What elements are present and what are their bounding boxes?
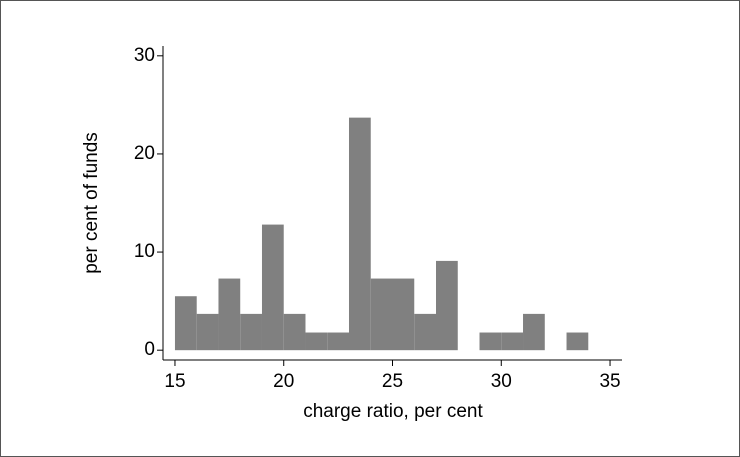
bar — [392, 278, 415, 351]
x-tick-label: 15 — [164, 371, 185, 392]
bar — [196, 313, 219, 351]
bar — [501, 332, 524, 351]
bar — [370, 278, 393, 351]
x-tick-label: 35 — [599, 371, 620, 392]
bar — [327, 332, 349, 351]
bar — [523, 313, 545, 351]
x-tick-label: 30 — [491, 371, 512, 392]
x-tick-label: 25 — [382, 371, 403, 392]
y-axis-label: per cent of funds — [81, 132, 102, 274]
y-tick-label: 0 — [144, 339, 155, 360]
bar — [305, 332, 328, 351]
y-tick-label: 20 — [134, 143, 155, 164]
x-axis-label: charge ratio, per cent — [303, 401, 483, 422]
bar — [566, 332, 589, 351]
bar — [348, 117, 371, 351]
bar — [414, 313, 437, 351]
bar — [174, 296, 197, 351]
y-tick-label: 30 — [134, 45, 155, 66]
y-tick-label: 10 — [134, 241, 155, 262]
bar — [240, 313, 262, 351]
bar — [283, 313, 306, 351]
x-tick-label: 20 — [273, 371, 294, 392]
bar — [218, 278, 241, 351]
bar — [436, 260, 458, 351]
bar — [479, 332, 502, 351]
bar — [261, 224, 284, 351]
